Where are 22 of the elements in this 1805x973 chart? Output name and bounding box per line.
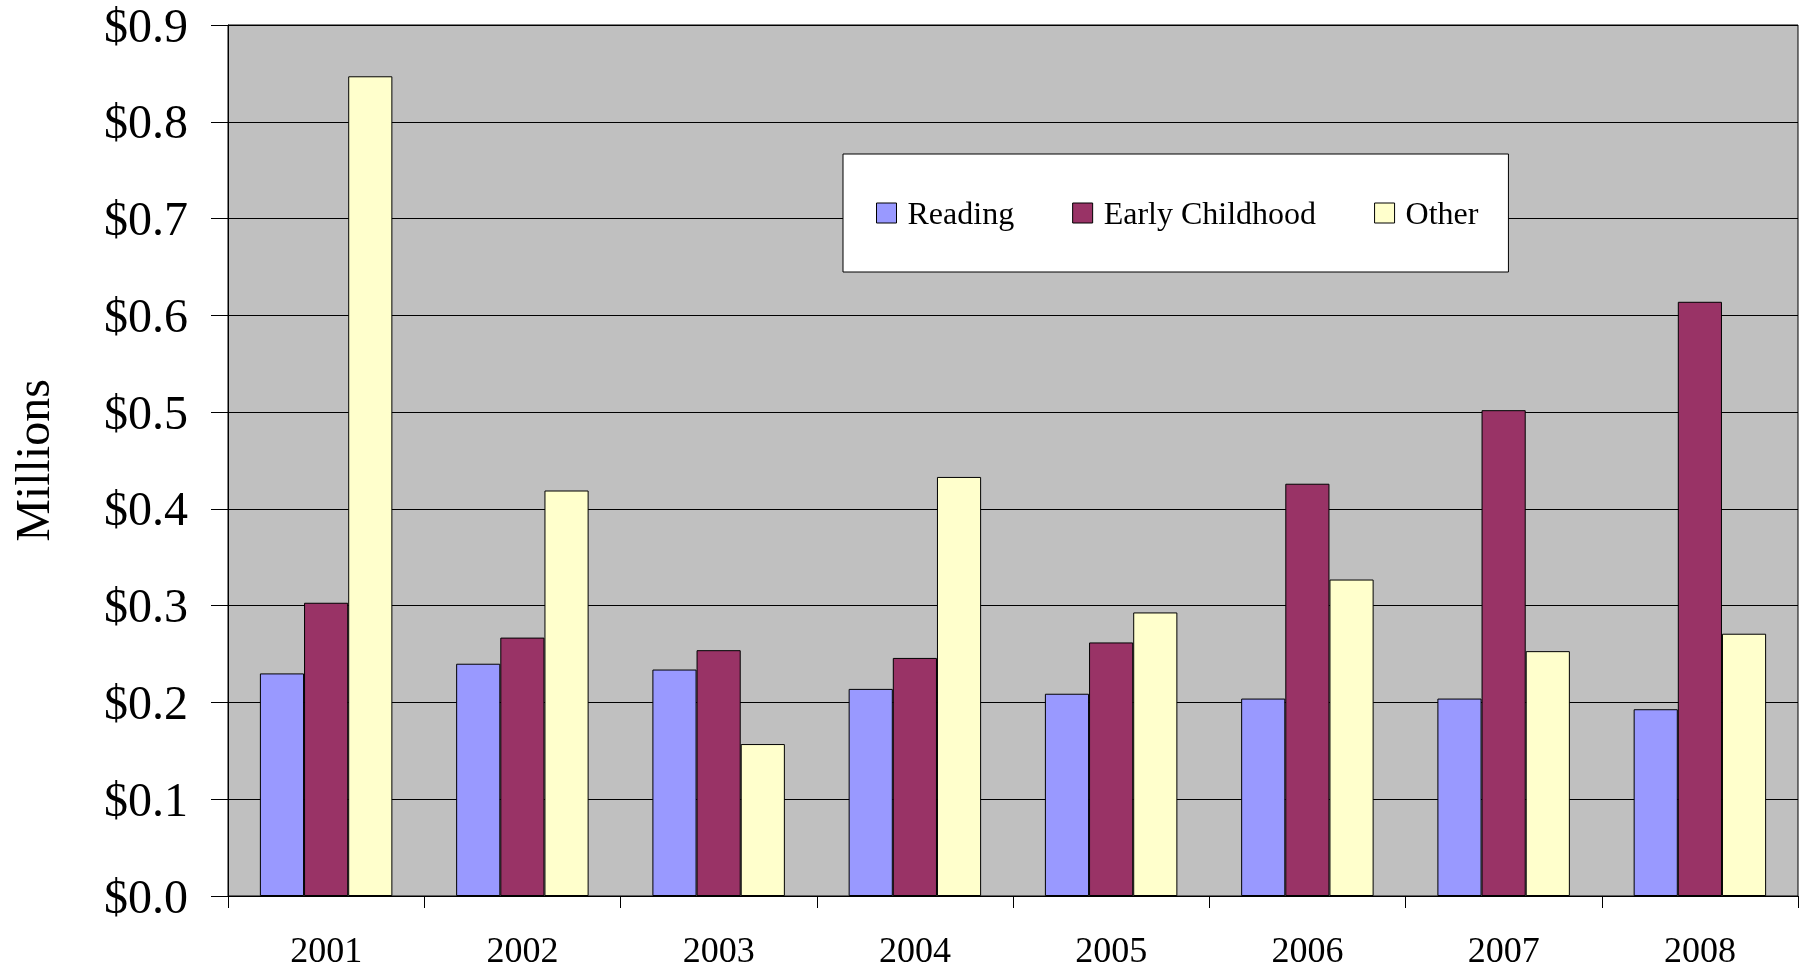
y-tick-label: $0.5 [104, 385, 188, 439]
y-tick-label: $0.0 [104, 869, 188, 923]
y-tick-label: $0.6 [104, 288, 188, 342]
x-tick-label: 2007 [1467, 930, 1540, 970]
x-tick-label: 2001 [290, 930, 363, 970]
y-tick-label: $0.2 [104, 675, 188, 729]
x-tick-label: 2004 [878, 930, 951, 970]
y-tick-label: $0.1 [104, 772, 188, 826]
x-tick-label: 2003 [682, 930, 755, 970]
x-tick-label: 2006 [1271, 930, 1344, 970]
legend-label: Reading [907, 195, 1015, 231]
y-tick-label: $0.9 [104, 0, 188, 52]
legend-label: Other [1405, 195, 1479, 231]
y-tick-label: $0.8 [104, 95, 188, 149]
y-tick-label: $0.4 [104, 482, 188, 536]
y-tick-label: $0.3 [104, 579, 188, 633]
x-tick-label: 2002 [486, 930, 559, 970]
x-tick-label: 2008 [1663, 930, 1736, 970]
y-tick-label: $0.7 [104, 192, 188, 246]
x-tick-label: 2005 [1075, 930, 1148, 970]
legend-label: Early Childhood [1103, 195, 1317, 231]
y-axis-title: Millions [5, 379, 59, 542]
